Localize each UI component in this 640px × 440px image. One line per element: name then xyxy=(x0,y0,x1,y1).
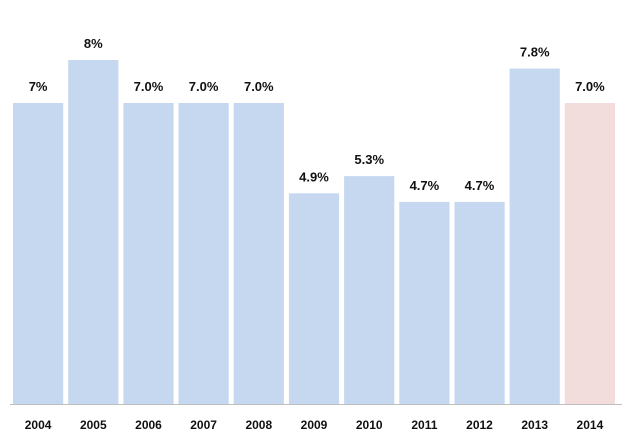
x-tick-labels-group: 2004 2005 2006 2007 2008 2009 2010 2011 2012 2013… xyxy=(25,418,604,432)
data-label-2009: 4.9% xyxy=(299,169,329,184)
x-tick-label-2009: 2009 xyxy=(301,418,328,432)
bar-2012 xyxy=(454,201,505,404)
x-tick-label-2006: 2006 xyxy=(135,418,162,432)
data-label-2014: 7.0% xyxy=(575,79,605,94)
data-label-2011: 4.7% xyxy=(410,178,440,193)
data-label-2012: 4.7% xyxy=(465,178,495,193)
bar-2004 xyxy=(13,103,64,404)
bar-2008 xyxy=(233,103,284,404)
bar-2009 xyxy=(288,193,340,404)
x-tick-label-2013: 2013 xyxy=(521,418,548,432)
x-tick-label-2011: 2011 xyxy=(411,418,437,432)
data-label-2007: 7.0% xyxy=(189,79,219,94)
bar-2007 xyxy=(178,103,229,404)
x-tick-label-2010: 2010 xyxy=(356,418,383,432)
x-tick-label-2005: 2005 xyxy=(80,418,107,432)
x-tick-label-2012: 2012 xyxy=(466,418,493,432)
data-label-2005: 8% xyxy=(84,36,103,51)
bar-2006 xyxy=(123,103,174,404)
bar-2014 xyxy=(564,103,615,404)
data-label-2013: 7.8% xyxy=(520,45,550,60)
x-tick-label-2007: 2007 xyxy=(190,418,217,432)
data-label-2010: 5.3% xyxy=(354,152,384,167)
x-tick-label-2008: 2008 xyxy=(245,418,272,432)
x-tick-label-2004: 2004 xyxy=(25,418,52,432)
data-label-2006: 7.0% xyxy=(134,79,164,94)
bar-2011 xyxy=(399,201,450,404)
data-labels-group: 7% 8% 7.0% 7.0% 7.0% 4.9% 5.3% 4.7% 4.7% 7.8% 7.0% xyxy=(29,36,605,193)
bar-2013 xyxy=(509,68,560,404)
bar-2005 xyxy=(68,60,119,404)
bars-group xyxy=(13,60,615,404)
bar-2010 xyxy=(344,176,395,404)
x-tick-label-2014: 2014 xyxy=(577,418,604,432)
data-label-2004: 7% xyxy=(29,79,48,94)
data-label-2008: 7.0% xyxy=(244,79,274,94)
